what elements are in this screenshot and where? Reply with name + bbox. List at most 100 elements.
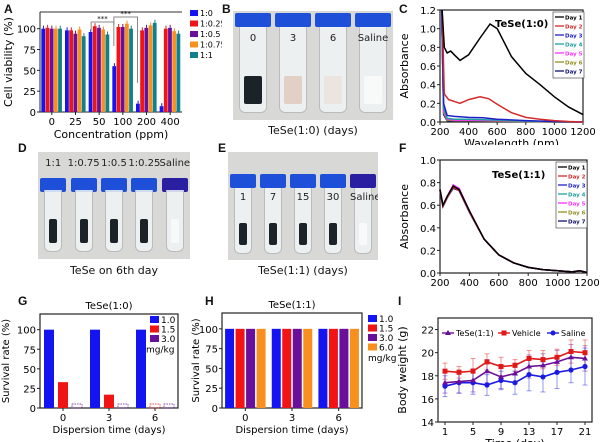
- legend-label: Saline: [561, 329, 585, 338]
- panel-label-f: F: [399, 141, 407, 155]
- vial-liquid: [244, 76, 262, 104]
- data-point: [456, 369, 462, 375]
- vial: 7: [260, 174, 286, 254]
- vial-cap: [260, 174, 286, 188]
- vial-liquid: [324, 76, 342, 104]
- vial: Saline: [160, 158, 190, 252]
- bar: [97, 27, 101, 112]
- vial-label: 1:0.5: [101, 158, 127, 169]
- y-tick-label: 0.2: [420, 99, 436, 110]
- x-tick-label: 100: [113, 117, 132, 128]
- vial-label: 1: [239, 192, 247, 203]
- vial-liquid: [110, 219, 118, 243]
- bar: [339, 328, 349, 408]
- x-tick-label: 1: [442, 427, 448, 438]
- legend-label: 1.5: [161, 326, 175, 336]
- x-axis-label: Time (day): [484, 437, 544, 442]
- bar: [49, 28, 54, 113]
- legend-label: Day 4: [568, 193, 586, 199]
- data-point: [568, 354, 574, 360]
- vial-liquid: [299, 223, 307, 245]
- y-tick-label: 0: [212, 404, 218, 415]
- significance-bracket: [90, 21, 115, 46]
- legend-label: 1:0: [200, 9, 213, 18]
- vial-label: 1:0.25: [128, 158, 161, 169]
- y-axis-label: Body weight (g): [396, 326, 409, 413]
- vial: 6: [315, 13, 351, 113]
- y-tick-label: 0.8: [420, 179, 436, 190]
- legend-label: 1:0.25: [200, 20, 222, 29]
- legend-swatch: [368, 324, 377, 332]
- significance-bracket: [113, 16, 138, 83]
- bar: [159, 106, 164, 112]
- chart-g-survival-1-0: 0 25 50 75 100 0 3 6 TeSe(1:0) Dispersion time (d…: [1, 301, 179, 436]
- data-point: [484, 382, 490, 388]
- significance-label: ***: [120, 10, 131, 18]
- vial-body: [359, 27, 387, 113]
- x-tick-label: 3: [106, 413, 112, 424]
- data-point: [470, 368, 476, 374]
- panel-label-e: E: [218, 141, 227, 155]
- y-tick-label: 100: [199, 325, 218, 336]
- series-line-day-1: [439, 184, 588, 274]
- x-tick-label: 400: [161, 117, 180, 128]
- data-point: [470, 377, 476, 383]
- bar: [45, 27, 50, 112]
- vial-cap: [320, 174, 346, 188]
- photo-tese-6th-day: 1:1 1:0.75 1:0.5 1:0.25 Saline: [38, 152, 190, 259]
- vial-liquid: [269, 223, 277, 245]
- bar: [163, 28, 168, 113]
- legend-label: Day 6: [568, 211, 586, 217]
- vial-cap: [275, 13, 311, 27]
- bar: [58, 382, 68, 408]
- data-point: [526, 372, 532, 378]
- x-tick-label: 6: [335, 413, 341, 424]
- vial-liquid: [239, 223, 247, 245]
- y-axis-label: Absorbance: [400, 184, 411, 249]
- bar: [148, 25, 153, 112]
- bar: [256, 328, 266, 408]
- vial: 1:0.75: [68, 158, 100, 252]
- vial-label: 15: [296, 192, 310, 203]
- chart-title: TeSe(1:0): [495, 19, 548, 30]
- x-tick-label: 800: [519, 278, 538, 289]
- bar: [58, 28, 62, 113]
- legend-label: Day 6: [565, 61, 583, 67]
- y-tick-label: 25: [23, 87, 36, 98]
- bar: [168, 27, 172, 112]
- panel-label-h: H: [205, 294, 214, 308]
- y-tick-label: 22: [421, 326, 434, 337]
- bar: [225, 328, 235, 408]
- bar: [136, 329, 146, 408]
- photo-e-caption: TeSe(1:1) (days): [258, 264, 348, 277]
- legend-label: 1.0: [379, 315, 394, 325]
- y-tick-label: 0: [30, 108, 36, 119]
- x-tick-label: 21: [579, 427, 592, 438]
- legend-label: 1:1: [200, 51, 213, 60]
- bar: [73, 33, 78, 112]
- vial-body: [294, 188, 312, 254]
- y-tick-label: 100: [17, 25, 36, 36]
- photo-b-caption: TeSe(1:0) (days): [268, 124, 358, 137]
- bar: [65, 30, 69, 112]
- legend-label: Day 1: [568, 166, 586, 172]
- bar: [235, 328, 245, 408]
- bar: [349, 328, 359, 408]
- bar: [124, 23, 129, 113]
- data-point: [484, 359, 490, 365]
- x-tick-label: 1000: [545, 278, 570, 289]
- x-tick-label: 13: [523, 427, 536, 438]
- legend-label: 1:0.5: [200, 30, 221, 39]
- x-tick-label: 5: [470, 427, 476, 438]
- bar: [136, 103, 140, 112]
- vial-label: 0: [249, 33, 257, 44]
- y-tick-label: 0.4: [420, 81, 436, 92]
- legend-label: Day 3: [568, 184, 586, 190]
- x-axis-label: Dispersion time (days): [52, 425, 165, 436]
- vial-label: 1:0.75: [67, 158, 100, 169]
- data-point: [512, 370, 518, 376]
- x-tick-label: 17: [551, 427, 564, 438]
- data-point: [442, 368, 448, 374]
- vial-liquid: [140, 219, 149, 243]
- legend-label: 3.0: [379, 334, 394, 344]
